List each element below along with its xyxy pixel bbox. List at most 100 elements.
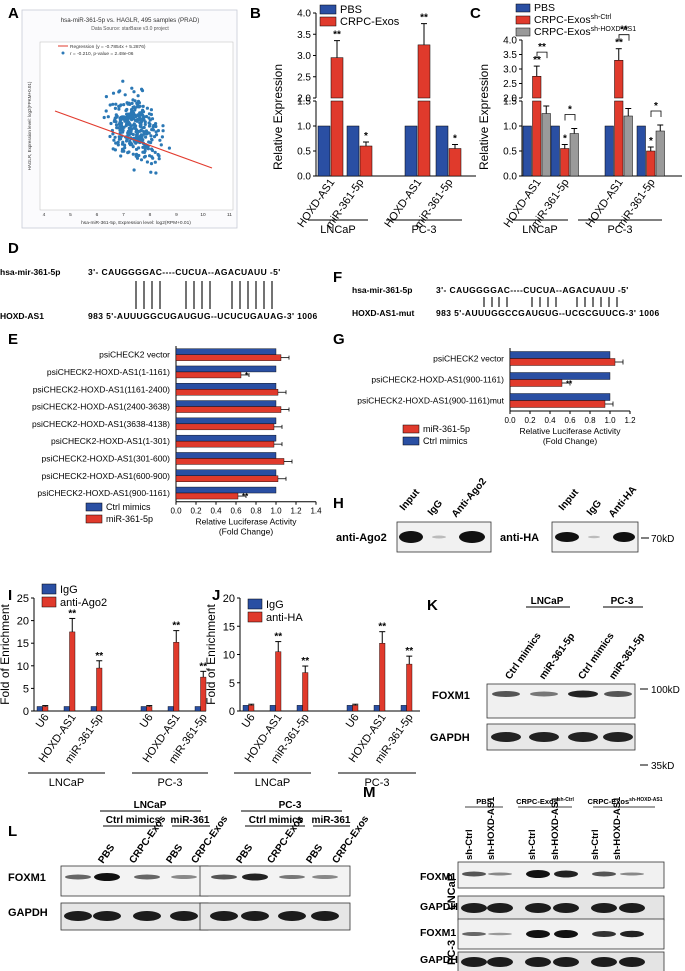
band [461, 957, 487, 967]
x-tick-label: 0.2 [190, 507, 202, 516]
legend-label: IgG [266, 599, 284, 611]
panel-letter-a: A [8, 5, 19, 22]
scatter-point [119, 154, 123, 158]
scatter-legend-stats: r = -0.210, p-value = 2.48e-06 [70, 51, 134, 57]
band [526, 870, 550, 878]
scatter-point [154, 130, 158, 134]
bar [175, 400, 277, 407]
scatter-point [128, 112, 132, 116]
k-group-lncap: LNCaP [531, 596, 564, 607]
bar [417, 44, 431, 99]
scatter-point [114, 102, 118, 106]
scatter-point [142, 130, 146, 134]
h-lane-ago2: Anti-Ago2 [450, 476, 489, 520]
significance-mark: ** [538, 42, 546, 53]
y-tick-label: 1.0 [503, 122, 517, 133]
scatter-point [129, 124, 133, 128]
scatter-point [157, 157, 161, 161]
scatter-point [113, 135, 117, 139]
scatter-point [125, 114, 130, 118]
panel-letter-k: K [427, 597, 438, 614]
scatter-point [161, 124, 165, 128]
seq-d-name-target: HOXD-AS1 [0, 311, 44, 321]
category-label: psiCHECK2-HOXD-AS1(1-1161) [47, 367, 170, 377]
scatter-point [142, 155, 146, 159]
bar [194, 706, 201, 712]
k-marker-100: 100kD [651, 685, 680, 696]
m-lane-label: sh-HOXD-AS1 [550, 796, 561, 860]
scatter-point [111, 91, 116, 95]
panel-letter-g: G [333, 331, 345, 348]
l-lane-label: PBS [304, 842, 325, 865]
legend-label: CRPC-Exos [340, 16, 400, 28]
bar [614, 60, 624, 99]
significance-mark: ** [301, 656, 309, 667]
scatter-point [118, 124, 122, 128]
scatter-point [136, 94, 140, 98]
bar [509, 393, 611, 401]
scatter-point [134, 130, 138, 134]
y-tick-label: 10 [223, 650, 235, 662]
x-axis-label-2: (Fold Change) [543, 436, 598, 446]
legend-label: anti-Ago2 [60, 597, 107, 609]
bar [96, 667, 103, 712]
band [64, 911, 92, 921]
l-row-foxm1: FOXM1 [8, 872, 46, 884]
scatter-point [113, 106, 117, 110]
scatter-point [141, 113, 145, 117]
band [241, 911, 269, 921]
significance-mark: ** [199, 661, 207, 672]
scatter-x-tick: 9 [175, 212, 178, 218]
scatter-point [129, 127, 133, 131]
significance-mark: * [568, 105, 572, 116]
x-axis-label: Relative Luciferase Activity [519, 426, 621, 436]
x-tick-label: 1.2 [624, 416, 636, 425]
bar [330, 57, 344, 99]
bar [242, 705, 249, 712]
category-label: psiCHECK2-HOXD-AS1(1-301) [51, 436, 170, 446]
scatter-point [139, 117, 143, 121]
y-tick-label: 3.0 [503, 65, 517, 76]
bar [532, 100, 542, 177]
scatter-point [150, 148, 155, 153]
l-blot-images [60, 865, 351, 931]
bar [655, 130, 665, 177]
scatter-point [154, 124, 158, 129]
seq-f-pairing-lines [483, 297, 618, 307]
scatter-point [131, 114, 135, 118]
y-axis-label: Relative Expression [477, 64, 491, 170]
x-tick-label: 0.0 [170, 507, 182, 516]
group-label: LNCaP [255, 777, 290, 789]
scatter-point [144, 135, 148, 139]
significance-mark: ** [533, 55, 541, 66]
scatter-point [123, 143, 127, 147]
bar [90, 706, 97, 712]
bar [400, 705, 407, 712]
significance-mark: * [649, 136, 653, 147]
y-tick-label: 3.5 [503, 50, 517, 61]
scatter-point [129, 129, 133, 133]
band [591, 903, 617, 913]
band [133, 911, 161, 921]
h-lane-input-2: Input [557, 487, 582, 513]
scatter-point [114, 123, 119, 127]
bar [614, 100, 624, 177]
band [311, 911, 339, 921]
scatter-point [138, 136, 142, 140]
scatter-point [121, 79, 125, 83]
scatter-point [154, 171, 158, 175]
bar [346, 705, 353, 712]
bar [175, 383, 277, 390]
scatter-x-tick: 5 [69, 212, 72, 218]
scatter-point [132, 168, 136, 172]
scatter-point [130, 101, 134, 105]
seq-f-name-mir: hsa-mir-361-5p [352, 285, 412, 295]
band [487, 957, 513, 967]
bar [359, 145, 373, 177]
band [171, 875, 197, 879]
group-label: PC-3 [157, 777, 182, 789]
scatter-point [130, 142, 134, 147]
bar [175, 406, 282, 413]
scatter-point [121, 130, 125, 134]
